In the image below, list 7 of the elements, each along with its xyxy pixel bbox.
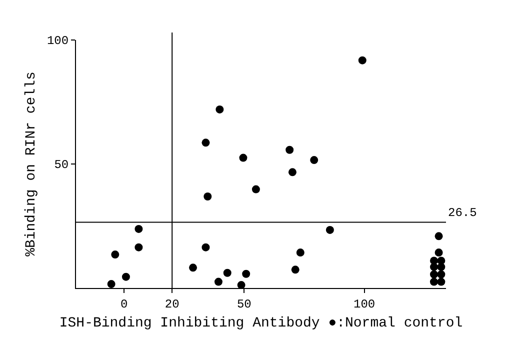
x-tick-label: 100 [354, 297, 376, 312]
x-tick-label: 50 [236, 297, 252, 312]
ref-line-label: 26.5 [448, 206, 477, 220]
x-tick-label: 0 [120, 297, 128, 312]
x-axis-title: ISH-Binding Inhibiting Antibody ●:Normal control [59, 316, 463, 332]
y-axis-title: %Binding on RINr cells [24, 72, 40, 256]
x-tick-label: 20 [164, 297, 180, 312]
